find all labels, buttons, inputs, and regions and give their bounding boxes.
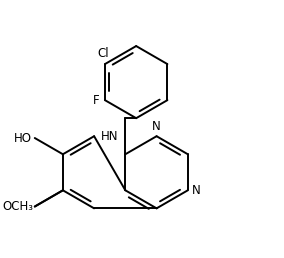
Text: HO: HO — [14, 132, 32, 144]
Text: N: N — [152, 120, 161, 133]
Text: F: F — [93, 94, 99, 107]
Text: Cl: Cl — [97, 47, 109, 60]
Text: HN: HN — [101, 130, 119, 143]
Text: OCH₃: OCH₃ — [2, 200, 33, 213]
Text: N: N — [191, 184, 200, 197]
